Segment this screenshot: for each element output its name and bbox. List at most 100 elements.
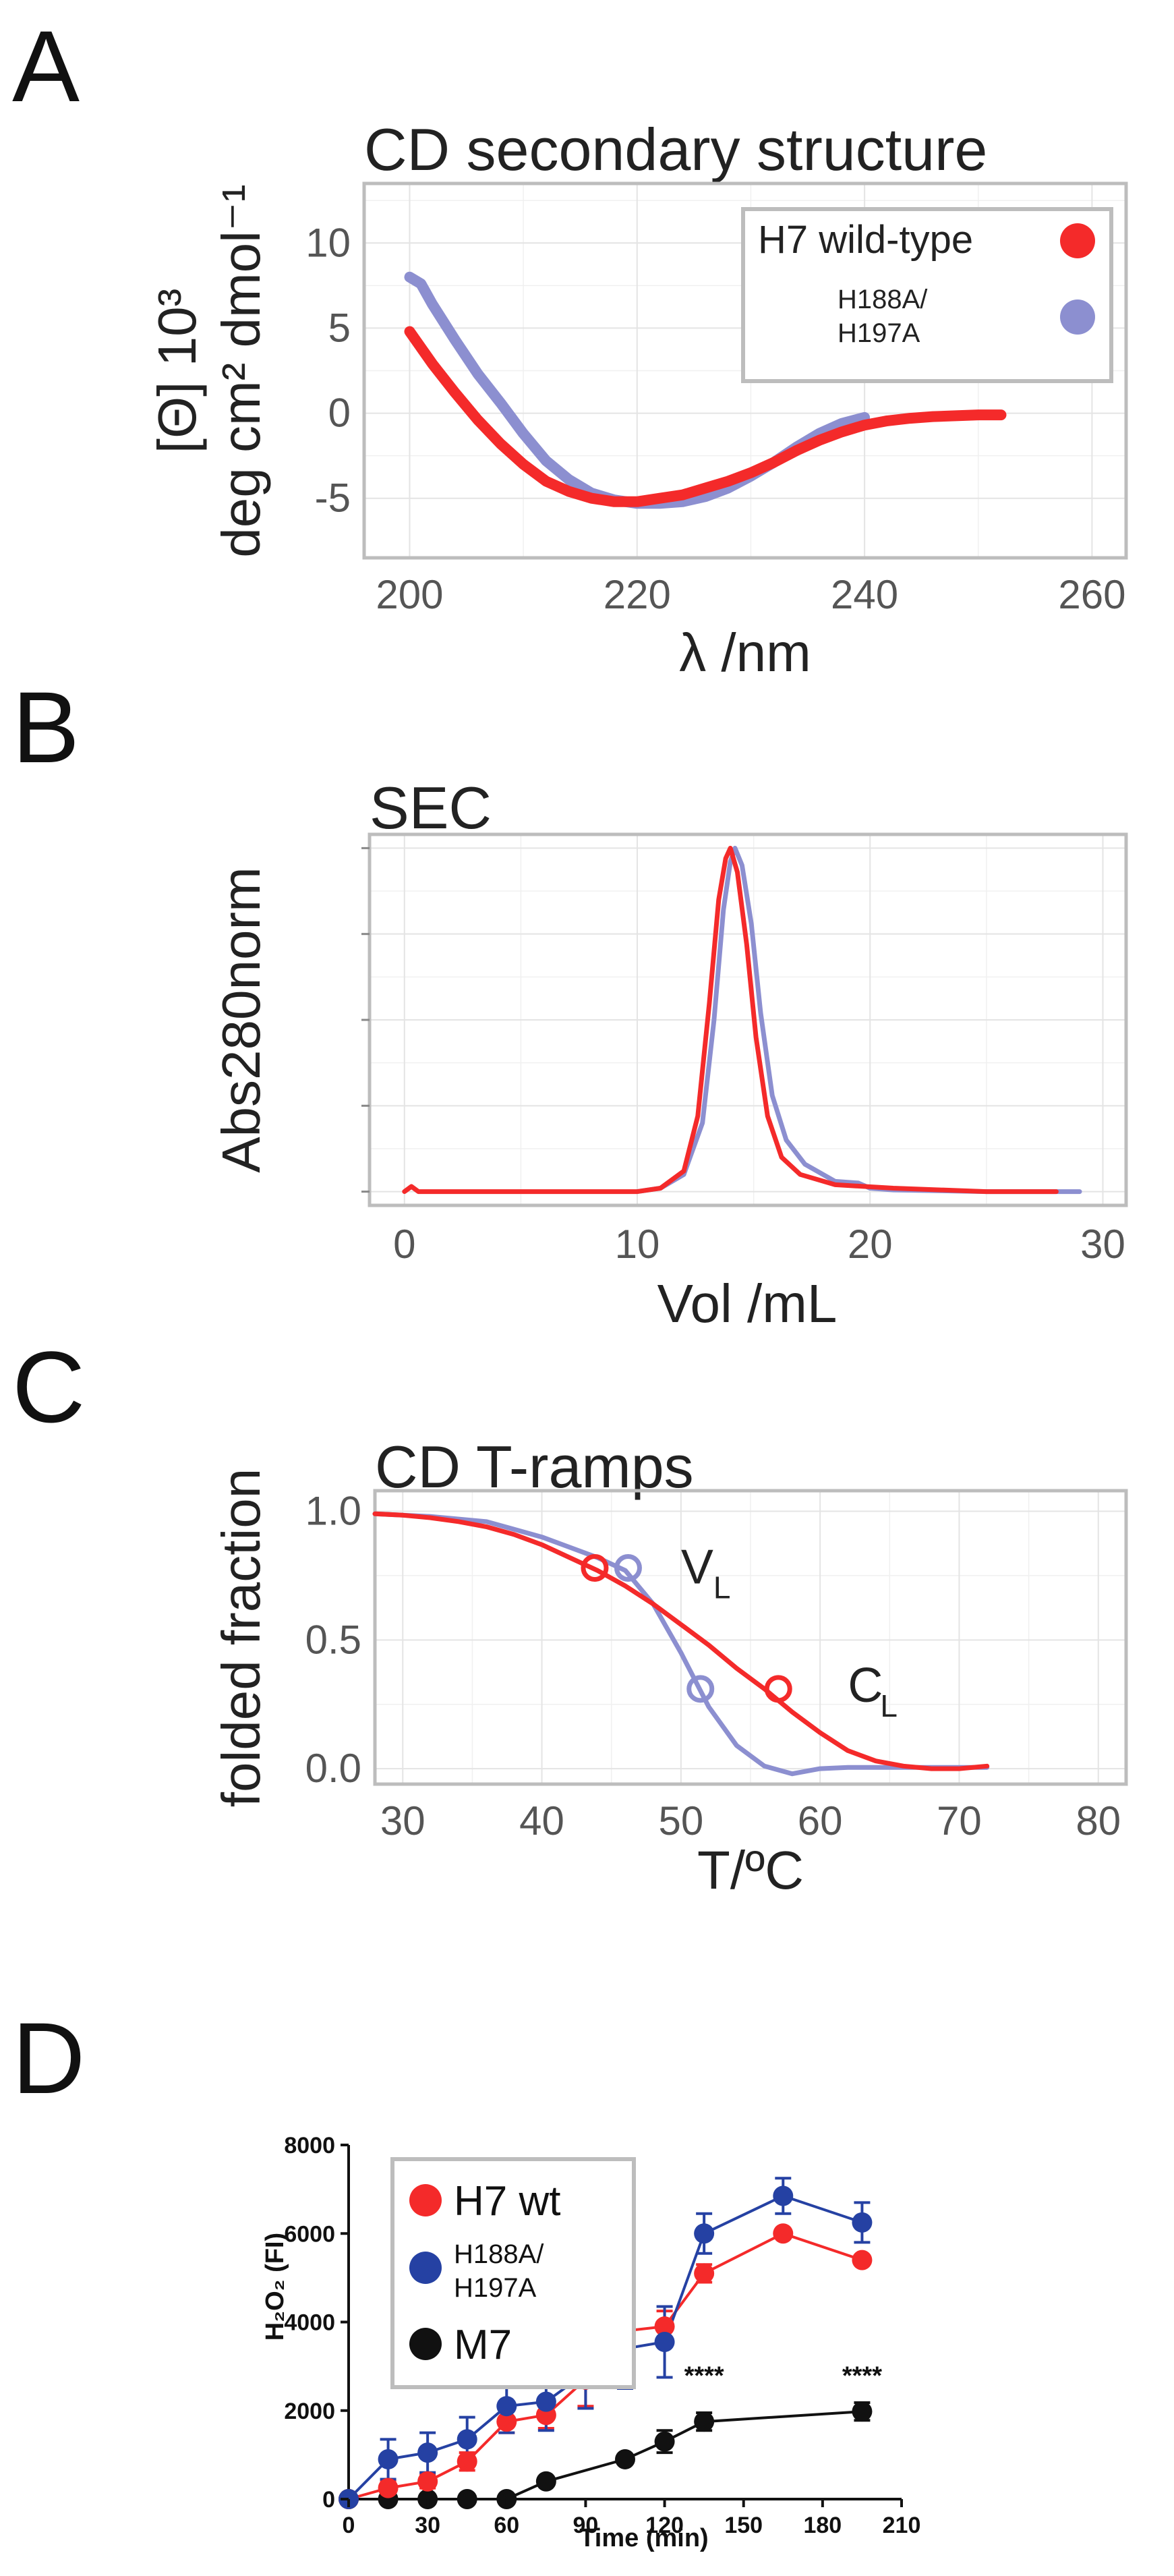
chart-a-title: CD secondary structure — [364, 116, 987, 183]
chart-d-series-h7-wt-point — [417, 2471, 438, 2492]
chart-b-xtick-label: 30 — [1080, 1222, 1125, 1267]
chart-d-legend-swatch-3 — [409, 2328, 442, 2360]
chart-d-legend-swatch-2 — [409, 2252, 442, 2284]
chart-c-ytick-label: 0.5 — [305, 1617, 361, 1662]
chart-d-legend: H7 wt H188A/ H197A M7 — [390, 2157, 636, 2389]
chart-c-ytick-label: 1.0 — [305, 1489, 361, 1534]
chart-d-ylabel: H₂O₂ (FI) — [261, 2233, 289, 2341]
chart-d-xtick-label: 0 — [343, 2513, 355, 2538]
chart-d-series-h7-wt-point — [496, 2411, 517, 2432]
panel-label-a: A — [12, 9, 80, 123]
chart-a-legend-box — [741, 207, 1113, 383]
chart-d-series-h188a-h197a-point — [378, 2449, 399, 2469]
chart-d-significance-label: **** — [684, 2362, 724, 2390]
sec-chart: SEC 0 10 20 30 Vol /mL Abs280norm — [211, 774, 1128, 1334]
chart-d-series-h188a-h197a-point — [457, 2429, 477, 2450]
chart-c-ylabel: folded fraction — [211, 1468, 271, 1808]
chart-a-ytick-label: 10 — [305, 220, 351, 265]
chart-d-series-m7-point — [535, 2471, 556, 2492]
chart-c-annotation-vl: V — [681, 1540, 713, 1594]
chart-b-xtick-label: 20 — [848, 1222, 893, 1267]
chart-d-xtick-label: 30 — [415, 2513, 440, 2538]
chart-a-ylabel-line1: [Θ] 10³ — [147, 289, 207, 454]
chart-d-legend-label-1: H7 wt — [454, 2178, 560, 2225]
chart-a-legend-swatch-1 — [1060, 223, 1095, 258]
chart-c-annotation-cl-sub: L — [880, 1688, 898, 1723]
chart-c-xtick-label: 30 — [380, 1798, 425, 1843]
chart-d-xtick-label: 150 — [724, 2513, 763, 2538]
chart-d-series-h188a-h197a-point — [773, 2185, 794, 2206]
chart-a-ylabel-line2: deg cm² dmol⁻¹ — [211, 184, 271, 557]
chart-d-series-h7-wt-point — [773, 2223, 794, 2244]
chart-d-ytick-label: 4000 — [284, 2310, 335, 2336]
chart-d-legend-label-2a: H188A/ — [454, 2239, 544, 2269]
chart-a-legend-label-1: H7 wild-type — [758, 218, 973, 262]
chart-d-series-h188a-h197a-point — [654, 2332, 675, 2353]
chart-d-legend-swatch-1 — [409, 2184, 442, 2216]
chart-d-significance-label: **** — [842, 2362, 882, 2390]
chart-b-title: SEC — [370, 774, 492, 841]
chart-c-marker — [686, 1675, 715, 1703]
chart-a-xtick-label: 200 — [376, 572, 443, 617]
chart-d-xtick-label: 120 — [645, 2513, 684, 2538]
chart-d-series-m7-point — [694, 2411, 715, 2432]
chart-a-frame — [362, 181, 1128, 560]
chart-d-series-h7-wt-point — [457, 2451, 477, 2472]
chart-a-xtick-label: 240 — [831, 572, 898, 617]
chart-c-ytick-label: 0.0 — [305, 1746, 361, 1791]
panel-label-c: C — [12, 1330, 85, 1443]
chart-b-series-h7-wild-type — [402, 845, 1059, 1195]
chart-c-marker — [764, 1675, 792, 1703]
chart-a-xtick-label: 220 — [604, 572, 671, 617]
cd-secondary-structure-chart: CD secondary structure 200 220 240 260 -5 0 5 1… — [147, 116, 1128, 683]
chart-c-annotation-cl: C — [848, 1659, 883, 1713]
chart-d-series-h7-wt-point — [694, 2263, 715, 2284]
chart-d-xtick-label: 210 — [883, 2513, 921, 2538]
chart-d-legend-label-2b: H197A — [454, 2273, 537, 2303]
chart-d-series-m7-line — [349, 2410, 862, 2500]
chart-d-legend-label-3: M7 — [454, 2322, 512, 2368]
chart-a-ytick-label: 5 — [328, 305, 351, 350]
chart-c-xtick-label: 60 — [798, 1798, 843, 1843]
chart-d-series-m7-point — [654, 2431, 675, 2452]
chart-d-series-m7-point — [615, 2449, 635, 2469]
chart-c-xtick-label: 40 — [519, 1798, 564, 1843]
chart-a-ytick-label: -5 — [315, 476, 351, 521]
chart-c-marker — [614, 1553, 642, 1582]
chart-d-ytick-label: 2000 — [284, 2399, 335, 2424]
cd-t-ramps-chart: CD T-ramps 30 40 50 60 70 800.00.51.0 V LCL T/… — [211, 1433, 1128, 1900]
chart-a-legend-swatch-2 — [1060, 299, 1095, 335]
chart-d-series-m7-point — [457, 2489, 477, 2509]
chart-d-xlabel: Time (min) — [579, 2524, 708, 2552]
chart-a-legend-label-2b: H197A — [838, 318, 920, 348]
chart-d-series-h7-wt-point — [852, 2250, 873, 2270]
chart-c-xlabel: T/ºC — [697, 1840, 804, 1900]
chart-c-series-h7-wild-type — [372, 1511, 990, 1771]
h2o2-production-chart: 0 30 60 90 120 150 180 210 0 2000 4000 6000 8000 ***… — [261, 2133, 920, 2552]
chart-d-xtick-label: 90 — [573, 2513, 599, 2538]
chart-a-ytick-label: 0 — [328, 391, 351, 436]
chart-b-xtick-label: 0 — [393, 1222, 415, 1267]
chart-a-xlabel: λ /nm — [679, 623, 811, 683]
chart-c-xtick-label: 70 — [937, 1798, 982, 1843]
chart-b-xtick-label: 10 — [615, 1222, 660, 1267]
chart-d-xtick-label: 180 — [803, 2513, 842, 2538]
chart-c-xtick-label: 50 — [658, 1798, 703, 1843]
chart-d-ytick-label: 0 — [322, 2487, 335, 2513]
panel-label-d: D — [12, 2001, 85, 2115]
chart-a-legend-label-2a: H188A/ — [838, 285, 928, 314]
chart-d-xtick-label: 60 — [494, 2513, 519, 2538]
chart-d-ytick-label: 6000 — [284, 2221, 335, 2247]
chart-d-ytick-label: 8000 — [284, 2133, 335, 2158]
chart-c-frame — [373, 1489, 1128, 1786]
panel-label-b: B — [12, 670, 80, 784]
chart-d-series-h7-wt-point — [654, 2316, 675, 2337]
chart-d-series-h188a-h197a-point — [694, 2223, 715, 2244]
chart-a-legend: H7 wild-type H188A/ H197A — [741, 207, 1113, 383]
chart-d-series-h188a-h197a-point — [417, 2442, 438, 2463]
chart-b-ylabel: Abs280norm — [211, 867, 271, 1173]
chart-d-series-m7-point — [852, 2401, 873, 2422]
chart-a-xtick-label: 260 — [1058, 572, 1125, 617]
chart-c-xtick-label: 80 — [1076, 1798, 1121, 1843]
